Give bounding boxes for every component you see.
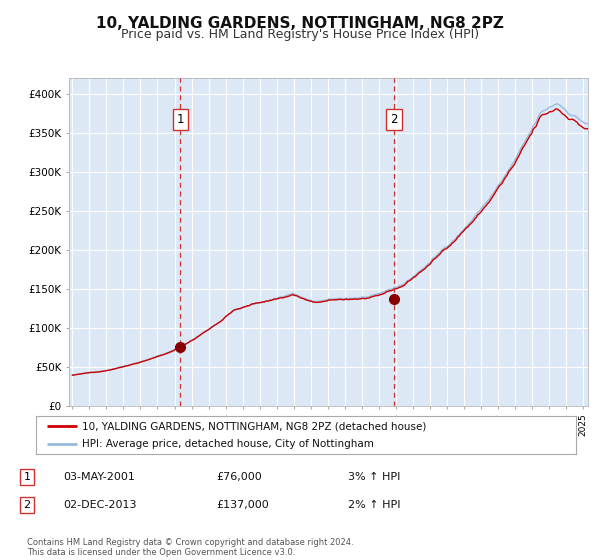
Text: 10, YALDING GARDENS, NOTTINGHAM, NG8 2PZ: 10, YALDING GARDENS, NOTTINGHAM, NG8 2PZ: [96, 16, 504, 31]
Text: 1: 1: [177, 113, 184, 126]
Text: 02-DEC-2013: 02-DEC-2013: [63, 500, 137, 510]
Text: 2% ↑ HPI: 2% ↑ HPI: [348, 500, 401, 510]
Text: HPI: Average price, detached house, City of Nottingham: HPI: Average price, detached house, City…: [82, 439, 374, 449]
Text: 2: 2: [391, 113, 398, 126]
Text: £137,000: £137,000: [216, 500, 269, 510]
Text: 3% ↑ HPI: 3% ↑ HPI: [348, 472, 400, 482]
Text: 2: 2: [23, 500, 31, 510]
Text: Contains HM Land Registry data © Crown copyright and database right 2024.
This d: Contains HM Land Registry data © Crown c…: [27, 538, 353, 557]
Text: £76,000: £76,000: [216, 472, 262, 482]
Text: 03-MAY-2001: 03-MAY-2001: [63, 472, 135, 482]
Text: Price paid vs. HM Land Registry's House Price Index (HPI): Price paid vs. HM Land Registry's House …: [121, 28, 479, 41]
Text: 1: 1: [23, 472, 31, 482]
Text: 10, YALDING GARDENS, NOTTINGHAM, NG8 2PZ (detached house): 10, YALDING GARDENS, NOTTINGHAM, NG8 2PZ…: [82, 421, 426, 431]
